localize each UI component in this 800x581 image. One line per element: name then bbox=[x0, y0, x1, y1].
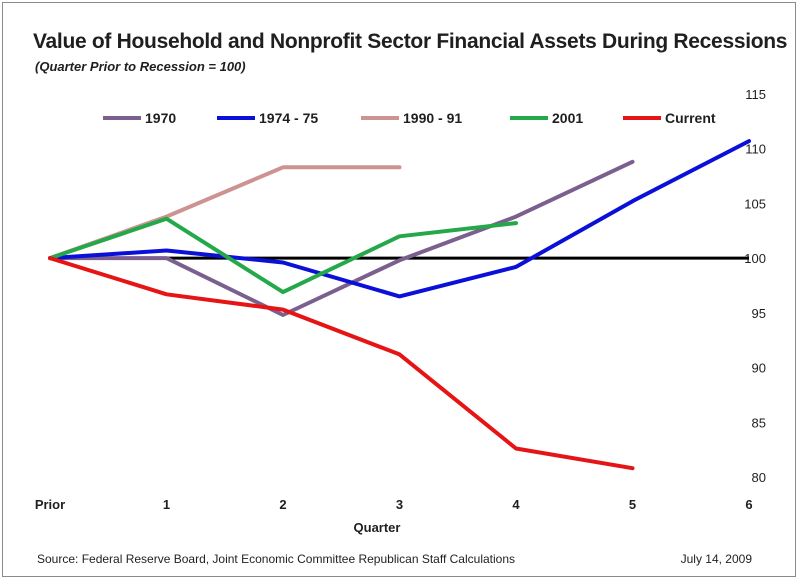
legend-label: Current bbox=[665, 110, 716, 126]
date-note: July 14, 2009 bbox=[680, 552, 752, 566]
x-axis-ticks: Prior 1 2 3 4 5 6 bbox=[35, 497, 753, 512]
legend-label: 2001 bbox=[552, 110, 583, 126]
legend-label: 1974 - 75 bbox=[259, 110, 318, 126]
series-line-1970 bbox=[48, 159, 635, 317]
y-tick-label: 80 bbox=[752, 470, 766, 485]
legend: 1970 1974 - 75 1990 - 91 2001 Current bbox=[103, 110, 716, 126]
x-tick-label: 2 bbox=[279, 497, 286, 512]
series-line-1974-75 bbox=[48, 139, 751, 299]
legend-label: 1990 - 91 bbox=[403, 110, 462, 126]
x-tick-label: Prior bbox=[35, 497, 65, 512]
legend-label: 1970 bbox=[145, 110, 176, 126]
x-tick-label: 4 bbox=[512, 497, 520, 512]
x-tick-label: 3 bbox=[396, 497, 403, 512]
chart-subtitle: (Quarter Prior to Recession = 100) bbox=[35, 59, 246, 74]
x-tick-label: 6 bbox=[745, 497, 752, 512]
y-tick-label: 95 bbox=[752, 306, 766, 321]
source-note: Source: Federal Reserve Board, Joint Eco… bbox=[37, 552, 516, 566]
y-tick-label: 115 bbox=[745, 87, 766, 102]
series-line-2001 bbox=[48, 216, 518, 295]
series-line-1990-91 bbox=[48, 165, 402, 261]
x-tick-label: 5 bbox=[629, 497, 636, 512]
y-tick-label: 110 bbox=[745, 142, 766, 157]
y-tick-label: 100 bbox=[744, 251, 766, 266]
y-axis-ticks: 80 85 90 95 100 105 110 115 bbox=[744, 87, 766, 485]
y-tick-label: 105 bbox=[744, 196, 766, 211]
y-tick-label: 90 bbox=[752, 361, 766, 376]
y-tick-label: 85 bbox=[752, 415, 766, 430]
x-axis-label: Quarter bbox=[354, 520, 401, 535]
x-tick-label: 1 bbox=[163, 497, 170, 512]
series-line-current bbox=[48, 256, 635, 471]
chart-title: Value of Household and Nonprofit Sector … bbox=[33, 30, 788, 53]
series-lines bbox=[48, 139, 751, 471]
